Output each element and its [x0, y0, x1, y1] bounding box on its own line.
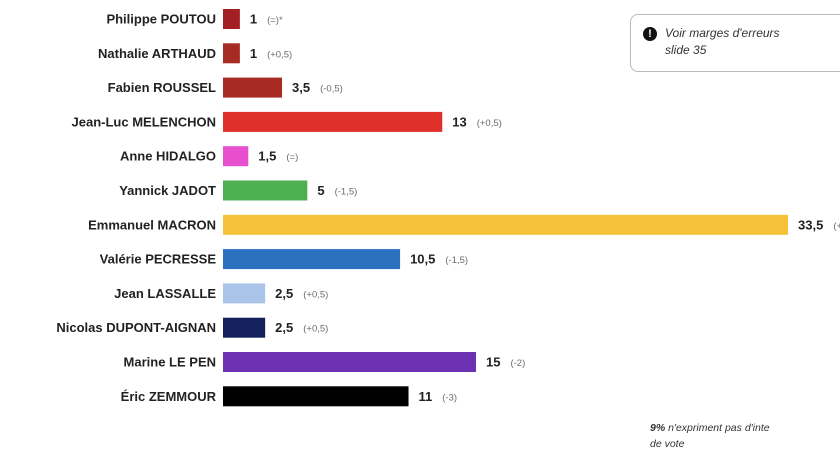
footnote-text-line1: n'expriment pas d'inte	[668, 422, 770, 434]
bar	[223, 214, 788, 235]
value-label: 13	[452, 114, 466, 129]
change-label: (=)	[286, 152, 298, 163]
bar	[223, 283, 266, 304]
candidate-label: Jean LASSALLE	[114, 286, 216, 301]
footnote-bold-value: 9%	[650, 422, 666, 434]
abstention-footnote: 9% n'expriment pas d'inte de vote	[650, 420, 840, 452]
value-label: 10,5	[410, 252, 435, 267]
value-label: 11	[419, 389, 433, 404]
candidate-label: Nathalie ARTHAUD	[98, 46, 216, 61]
candidate-label: Anne HIDALGO	[120, 149, 216, 164]
change-label: (-1,5)	[335, 187, 358, 198]
candidate-label: Emmanuel MACRON	[88, 217, 216, 232]
bar	[223, 146, 249, 167]
change-label: (+0,5)	[267, 49, 292, 60]
change-label: (+0,5)	[303, 289, 328, 300]
note-text-line1: Voir marges d'erreurs	[665, 26, 780, 40]
bar	[223, 352, 476, 372]
change-label: (=)*	[267, 15, 283, 26]
error-margin-note: ! Voir marges d'erreurs slide 35	[630, 14, 840, 72]
candidate-label: Yannick JADOT	[119, 183, 216, 198]
change-label: (-0,5)	[320, 84, 343, 95]
change-label: (+0,5)	[303, 324, 328, 335]
candidate-label: Éric ZEMMOUR	[121, 389, 217, 404]
candidate-label: Jean-Luc MELENCHON	[72, 114, 216, 129]
value-label: 1	[250, 46, 257, 61]
candidate-label: Nicolas DUPONT-AIGNAN	[56, 320, 216, 335]
bar	[223, 317, 266, 338]
candidate-label: Philippe POUTOU	[106, 12, 216, 27]
candidate-label: Valérie PECRESSE	[100, 252, 217, 267]
footnote-text-line2: de vote	[650, 438, 685, 450]
value-label: 1,5	[258, 149, 276, 164]
change-label: (+0,5)	[477, 118, 502, 129]
candidate-label: Fabien ROUSSEL	[108, 80, 216, 95]
bar	[223, 111, 443, 132]
note-text: Voir marges d'erreurs slide 35	[665, 25, 840, 59]
change-label: (+8,5)	[833, 221, 840, 232]
change-label: (-2)	[510, 358, 525, 369]
bar	[223, 43, 240, 64]
value-label: 2,5	[275, 286, 293, 301]
change-label: (-3)	[442, 392, 457, 403]
value-label: 33,5	[798, 217, 823, 232]
note-text-line2: slide 35	[665, 43, 707, 57]
value-label: 5	[317, 183, 324, 198]
bar	[223, 386, 409, 407]
value-label: 15	[486, 355, 500, 370]
candidate-label: Marine LE PEN	[124, 355, 216, 370]
bar	[223, 77, 283, 98]
change-label: (-1,5)	[445, 255, 468, 266]
bar	[223, 249, 401, 270]
bar	[223, 9, 240, 29]
value-label: 2,5	[275, 320, 293, 335]
exclamation-icon: !	[643, 27, 657, 41]
bar	[223, 180, 308, 201]
value-label: 3,5	[292, 80, 310, 95]
value-label: 1	[250, 12, 257, 27]
